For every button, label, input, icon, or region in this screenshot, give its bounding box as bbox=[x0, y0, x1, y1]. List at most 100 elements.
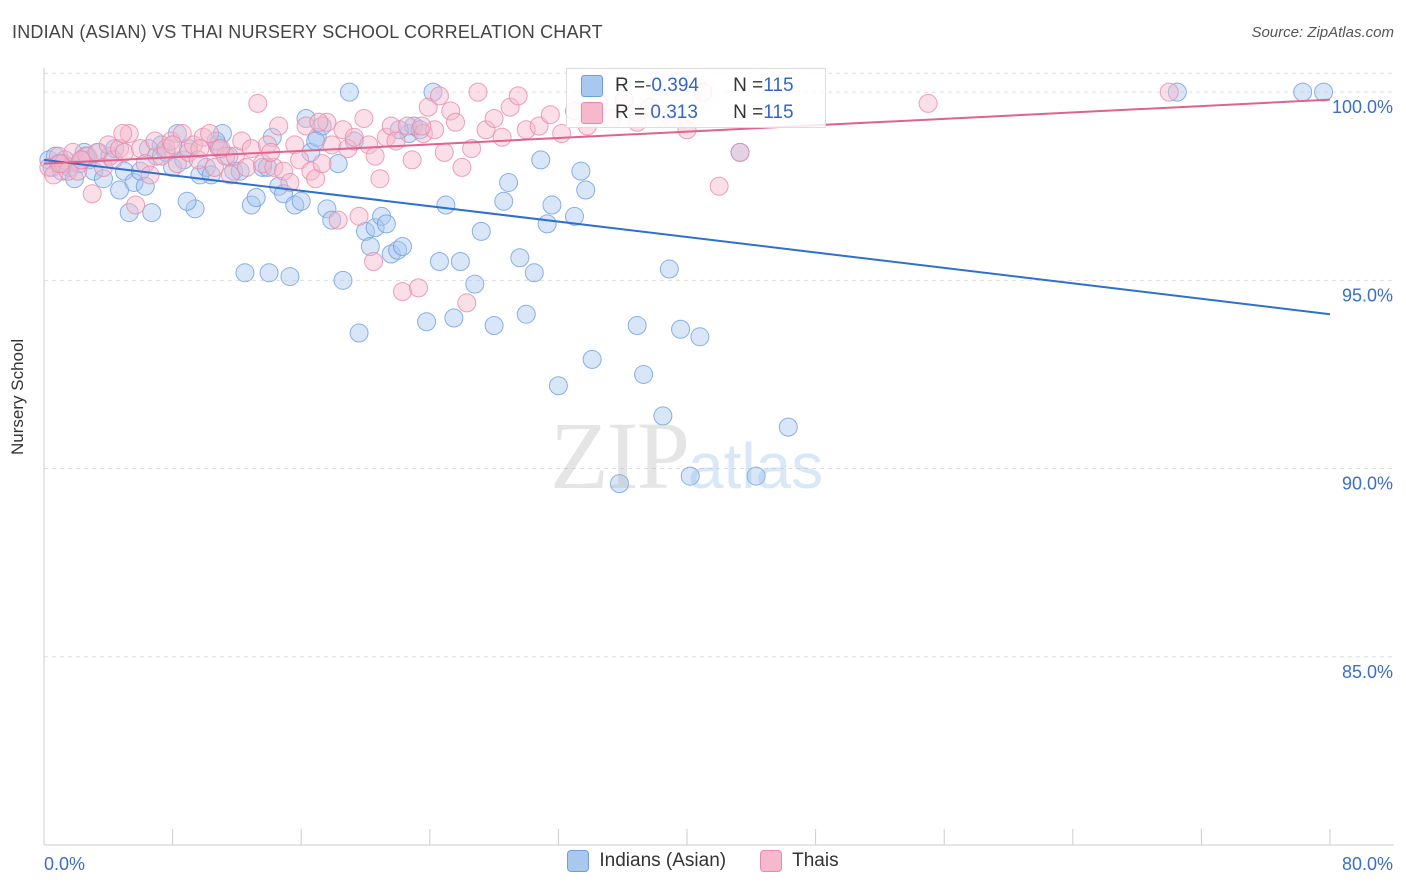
indian-point bbox=[167, 124, 187, 144]
thai-point bbox=[918, 93, 938, 113]
indian-point bbox=[119, 203, 139, 223]
thai-point bbox=[264, 157, 284, 177]
thai-point bbox=[364, 252, 384, 272]
thai-point bbox=[269, 116, 289, 136]
thai-point bbox=[274, 161, 294, 181]
indian-point bbox=[653, 406, 673, 426]
thai-point bbox=[429, 86, 449, 106]
r-value: 0.313 bbox=[645, 102, 698, 123]
stats-box: R = -0.394 N = 115 R = 0.313 N = 115 bbox=[566, 68, 826, 128]
stats-row-thais: R = 0.313 N = 115 bbox=[581, 101, 794, 125]
r-label: R = bbox=[615, 75, 646, 96]
thai-point bbox=[730, 142, 750, 162]
thai-point bbox=[333, 120, 353, 140]
thai-point bbox=[211, 139, 231, 159]
thai-point bbox=[322, 135, 342, 155]
thai-point bbox=[71, 150, 91, 170]
n-value: 115 bbox=[763, 75, 794, 96]
indian-point bbox=[177, 191, 197, 211]
indian-point bbox=[548, 376, 568, 396]
indian-point bbox=[609, 474, 629, 494]
thai-point bbox=[248, 93, 268, 113]
thai-point bbox=[434, 142, 454, 162]
indian-point bbox=[333, 270, 353, 290]
stats-row-indians: R = -0.394 N = 115 bbox=[581, 74, 794, 98]
indian-point bbox=[484, 316, 504, 336]
thai-point bbox=[163, 135, 183, 155]
indian-point bbox=[296, 108, 316, 128]
legend-item-indians[interactable]: Indians (Asian) bbox=[567, 850, 726, 872]
thai-point bbox=[402, 150, 422, 170]
indian-point bbox=[381, 244, 401, 264]
thai-point bbox=[349, 206, 369, 226]
thai-point bbox=[476, 120, 496, 140]
indian-point bbox=[322, 210, 342, 230]
indian-point bbox=[285, 195, 305, 215]
indian-point bbox=[1293, 82, 1313, 102]
indian-point bbox=[582, 349, 602, 369]
y-tick-label: 85.0% bbox=[1342, 662, 1393, 682]
thai-point bbox=[370, 169, 390, 189]
thai-point bbox=[462, 139, 482, 159]
thai-point bbox=[285, 135, 305, 155]
thai-point bbox=[446, 112, 466, 132]
thai-point bbox=[200, 124, 220, 144]
indian-point bbox=[746, 466, 766, 486]
indian-point bbox=[542, 195, 562, 215]
thai-point bbox=[296, 116, 316, 136]
thai-point bbox=[140, 165, 160, 185]
indian-point bbox=[230, 161, 250, 181]
y-tick-label: 90.0% bbox=[1342, 474, 1393, 494]
thai-point bbox=[220, 165, 240, 185]
swatch-blue bbox=[581, 75, 603, 97]
indian-point bbox=[423, 82, 443, 102]
legend-swatch-pink bbox=[760, 850, 783, 872]
indian-point bbox=[499, 172, 519, 192]
indian-point bbox=[365, 218, 385, 238]
indian-point bbox=[524, 263, 544, 283]
thai-point bbox=[425, 120, 445, 140]
y-tick-label: 100.0% bbox=[1332, 97, 1393, 117]
indian-point bbox=[634, 364, 654, 384]
indian-point bbox=[510, 248, 530, 268]
thai-point bbox=[193, 127, 213, 147]
indian-point bbox=[465, 274, 485, 294]
indian-point bbox=[349, 323, 369, 343]
thai-point bbox=[232, 131, 252, 151]
legend-item-thais[interactable]: Thais bbox=[760, 850, 839, 872]
thai-point bbox=[82, 184, 102, 204]
indian-point bbox=[185, 199, 205, 219]
thai-point bbox=[484, 108, 504, 128]
y-axis-label: Nursery School bbox=[8, 338, 27, 455]
y-tick-label: 95.0% bbox=[1342, 285, 1393, 305]
thai-point bbox=[412, 116, 432, 136]
indian-point bbox=[436, 195, 456, 215]
thai-point bbox=[359, 135, 379, 155]
legend-label-thais: Thais bbox=[792, 850, 839, 871]
thai-point bbox=[468, 82, 488, 102]
indian-point bbox=[124, 172, 144, 192]
thai-point bbox=[529, 116, 549, 136]
thai-point bbox=[119, 124, 139, 144]
thai-point bbox=[457, 293, 477, 313]
thai-point bbox=[413, 124, 433, 144]
thai-point bbox=[397, 116, 417, 136]
thai-point bbox=[365, 146, 385, 166]
thai-point bbox=[500, 97, 520, 117]
thai-point bbox=[317, 112, 337, 132]
thai-point bbox=[409, 278, 429, 298]
indian-point bbox=[671, 319, 691, 339]
indian-point bbox=[576, 180, 596, 200]
indian-point bbox=[142, 203, 162, 223]
indian-point bbox=[404, 116, 424, 136]
indian-point bbox=[392, 236, 412, 256]
indian-point bbox=[450, 252, 470, 272]
thai-point bbox=[280, 172, 300, 192]
x-tick-label: 80.0% bbox=[1342, 854, 1393, 874]
indian-point bbox=[259, 263, 279, 283]
thai-point bbox=[381, 116, 401, 136]
thai-point bbox=[183, 135, 203, 155]
thai-point bbox=[1159, 82, 1179, 102]
x-tick-label: 0.0% bbox=[44, 854, 85, 874]
